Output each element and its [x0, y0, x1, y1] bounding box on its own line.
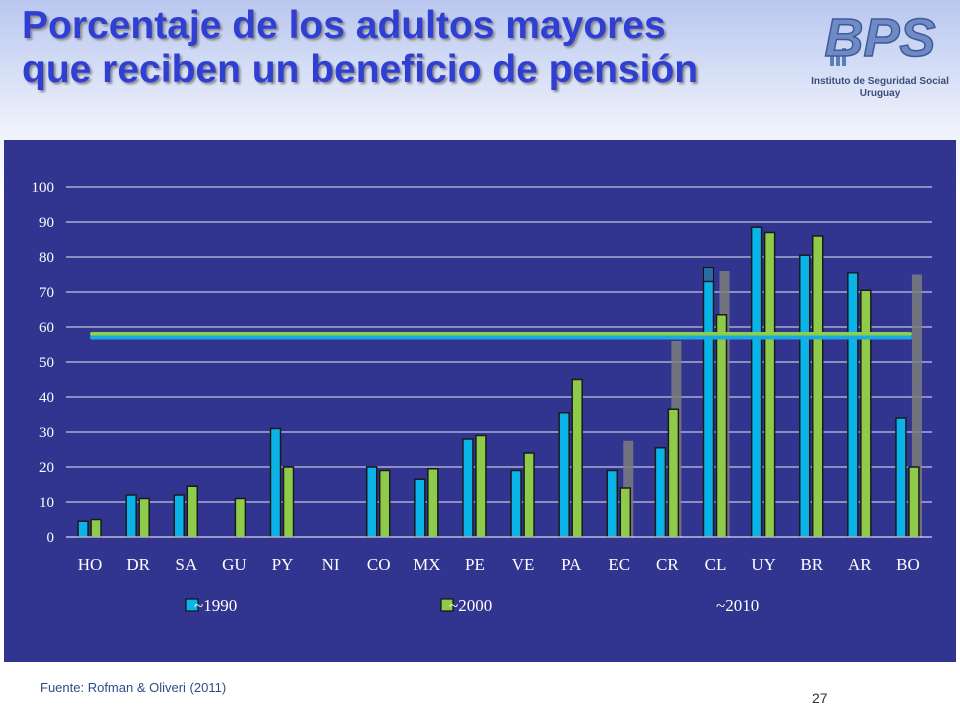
legend-swatch: [440, 598, 454, 612]
bps-logo: BPS Instituto de Seguridad Social Urugua…: [800, 6, 960, 106]
x-tick-label: NI: [322, 555, 340, 574]
x-tick-label: CR: [656, 555, 679, 574]
logo-subtitle: Instituto de Seguridad Social Uruguay: [800, 76, 960, 100]
x-tick-label: GU: [222, 555, 247, 574]
bar-1990: [606, 469, 619, 538]
y-tick-label: 100: [32, 180, 55, 196]
x-tick-label: VE: [512, 555, 535, 574]
x-tick-label: DR: [126, 555, 150, 574]
bar-1990: [750, 226, 763, 538]
bar-1990: [462, 438, 474, 538]
bar-2000: [523, 452, 535, 538]
x-tick-label: MX: [413, 555, 440, 574]
bar-1990: [414, 478, 426, 538]
bar-1990: [77, 520, 89, 538]
logo-subtitle-line-1: Instituto de Seguridad Social: [811, 76, 949, 87]
bar-2000: [234, 497, 247, 538]
y-tick-label: 80: [39, 250, 54, 266]
bar-2000: [763, 231, 776, 538]
slide-title: Porcentaje de los adultos mayores que re…: [22, 4, 802, 92]
chart-panel: 0 10 20 30 40 50 60 70 80 90 100 HO DR SA GU PY NI CO MX PE…: [4, 140, 956, 662]
y-tick-label: 90: [39, 215, 54, 231]
legend-label: ~2010: [716, 596, 759, 615]
x-tick-label: BR: [800, 555, 823, 574]
bar-2000: [715, 314, 728, 538]
source-note: Fuente: Rofman & Oliveri (2011): [40, 680, 227, 695]
legend-label: ~1990: [194, 596, 237, 615]
bar-1990: [654, 447, 667, 538]
bar-1990: [702, 280, 715, 538]
logo-bar-1: [830, 56, 834, 66]
bar-2010: [911, 274, 922, 537]
logo-subtitle-line-2: Uruguay: [859, 88, 901, 99]
x-tick-label: EC: [608, 555, 630, 574]
y-tick-label: 50: [39, 355, 54, 371]
y-tick-label: 60: [39, 320, 54, 336]
bps-logo-mark: BPS: [824, 7, 937, 69]
bar-2000: [378, 469, 391, 538]
bar-1990: [558, 412, 570, 538]
bar-2000: [811, 235, 824, 538]
x-tick-label: UY: [751, 555, 776, 574]
x-tick-label: PE: [465, 555, 485, 574]
bar-2000: [427, 468, 439, 538]
bar-2000: [475, 434, 487, 538]
bar-2000: [908, 466, 920, 538]
page-number: 27: [812, 690, 828, 706]
logo-bar-2: [836, 52, 840, 66]
y-tick-label: 70: [39, 285, 54, 301]
x-tick-label: SA: [175, 555, 197, 574]
x-tick-label: CO: [367, 555, 391, 574]
title-line-1: Porcentaje de los adultos mayores: [22, 4, 666, 47]
bar-2000: [571, 378, 583, 538]
logo-bar-3: [842, 48, 846, 66]
x-tick-label: PY: [272, 555, 294, 574]
x-tick-label: CL: [705, 555, 727, 574]
y-tick-label: 30: [39, 425, 54, 441]
bar-1990: [895, 417, 907, 538]
bar-2000: [186, 485, 199, 538]
legend-label: ~2000: [449, 596, 492, 615]
y-tick-label: 10: [39, 495, 54, 511]
bar-2000: [282, 466, 295, 538]
bar-1990: [798, 254, 811, 538]
y-tick-label: 20: [39, 460, 54, 476]
bar-1990: [510, 469, 522, 538]
x-tick-label: AR: [848, 555, 872, 574]
bar-2000: [619, 487, 632, 538]
pension-coverage-chart: 0 10 20 30 40 50 60 70 80 90 100 HO DR SA GU PY NI CO MX PE…: [32, 180, 932, 615]
bar-2000: [90, 518, 102, 538]
x-tick-label: HO: [78, 555, 103, 574]
y-tick-label: 0: [47, 530, 55, 546]
bar-1990: [173, 494, 186, 538]
y-tick-label: 40: [39, 390, 54, 406]
bar-2000: [860, 289, 872, 538]
title-line-2: que reciben un beneficio de pensión: [22, 48, 699, 91]
x-tick-label: PA: [561, 555, 582, 574]
legend-swatch: [185, 598, 199, 612]
bar-2000: [138, 497, 150, 538]
logo-text: BPS: [824, 8, 935, 68]
bar-1990: [269, 427, 282, 538]
bar-2000: [667, 408, 680, 538]
x-tick-label: BO: [896, 555, 920, 574]
bar-1990: [365, 466, 378, 538]
bar-1990: [125, 494, 137, 538]
bar-1990: [847, 272, 859, 538]
